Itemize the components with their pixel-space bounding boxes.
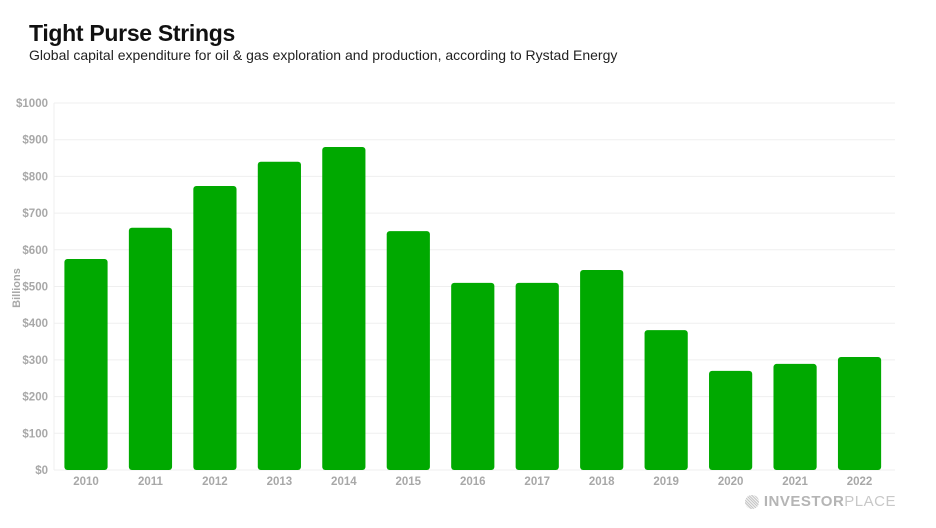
x-tick-label: 2013 xyxy=(267,476,293,488)
x-tick-label: 2019 xyxy=(653,476,679,488)
bar-2015 xyxy=(386,231,430,470)
x-tick-label: 2014 xyxy=(331,476,357,488)
y-tick-label: $0 xyxy=(35,465,48,477)
brand-light: PLACE xyxy=(844,493,896,510)
bar-2016 xyxy=(451,282,495,470)
brand-bold: INVESTOR xyxy=(763,493,845,510)
y-tick-label: $600 xyxy=(22,245,48,257)
x-tick-label: 2010 xyxy=(73,476,99,488)
y-tick-label: $900 xyxy=(22,135,48,147)
x-tick-label: 2017 xyxy=(524,476,550,488)
y-tick-label: $400 xyxy=(22,318,48,330)
x-tick-label: 2020 xyxy=(718,476,744,488)
chart-subtitle: Global capital expenditure for oil & gas… xyxy=(29,47,618,63)
bar-2021 xyxy=(773,363,817,470)
investorplace-logo: INVESTORPLACE xyxy=(744,493,896,510)
bar-2019 xyxy=(644,330,688,470)
x-tick-label: 2015 xyxy=(396,476,422,488)
y-tick-label: $100 xyxy=(22,428,48,440)
y-tick-label: $500 xyxy=(22,282,48,294)
chart-title: Tight Purse Strings xyxy=(29,20,236,46)
x-tick-label: 2011 xyxy=(138,476,164,488)
bar-2011 xyxy=(128,227,173,470)
y-tick-label: $200 xyxy=(22,392,48,404)
x-tick-label: 2016 xyxy=(460,476,486,488)
y-tick-label: $1000 xyxy=(16,98,48,110)
bar-2022 xyxy=(837,356,882,470)
y-axis-label: Billions xyxy=(11,268,23,308)
y-tick-label: $300 xyxy=(22,355,48,367)
bar-2018 xyxy=(580,269,624,470)
bar-2010 xyxy=(64,258,108,470)
bar-2020 xyxy=(709,370,753,470)
y-tick-label: $700 xyxy=(22,208,48,220)
bar-2017 xyxy=(515,282,559,470)
bar-2013 xyxy=(257,161,301,470)
x-tick-label: 2022 xyxy=(847,476,873,488)
x-tick-label: 2018 xyxy=(589,476,615,488)
bar-2014 xyxy=(322,147,366,471)
x-tick-label: 2021 xyxy=(782,476,808,488)
y-tick-label: $800 xyxy=(22,171,48,183)
bar-2012 xyxy=(193,185,237,470)
x-tick-label: 2012 xyxy=(202,476,228,488)
globe-icon xyxy=(744,494,759,509)
